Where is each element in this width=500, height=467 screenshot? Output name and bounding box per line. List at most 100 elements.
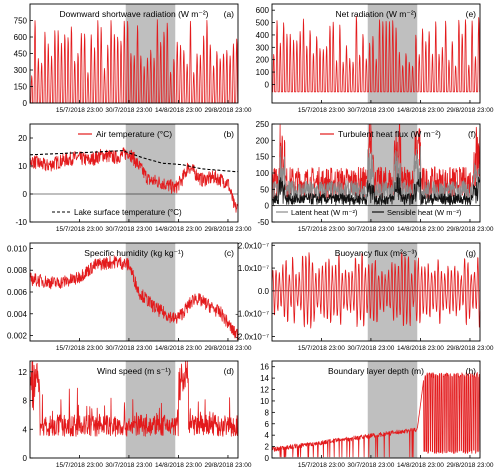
x-tick-label: 29/8/2018 23:00 <box>446 107 493 114</box>
x-tick-label: 29/8/2018 23:00 <box>446 345 493 352</box>
y-tick-label: 0 <box>265 202 270 211</box>
y-tick-label: 10 <box>18 162 27 171</box>
y-tick-label: 0.004 <box>7 310 28 319</box>
x-tick-label: 30/7/2018 23:00 <box>347 107 394 114</box>
y-tick-label: 150 <box>256 153 270 162</box>
y-tick-label: 8 <box>265 408 270 417</box>
y-tick-label: 250 <box>256 120 270 129</box>
chart-title: Net radiation (W m⁻²) <box>336 9 417 19</box>
x-tick-label: 15/7/2018 23:00 <box>56 345 103 352</box>
y-tick-label: 2 <box>265 443 270 452</box>
y-tick-label: -10 <box>15 218 27 227</box>
shaded-period <box>125 124 176 222</box>
plot-frame <box>271 3 481 104</box>
x-tick-label: 30/7/2018 23:00 <box>347 462 394 467</box>
x-tick-label: 30/7/2018 23:00 <box>105 345 152 352</box>
panel-label: (d) <box>224 366 235 376</box>
panel-label: (g) <box>466 248 477 258</box>
panel-label: (b) <box>224 129 235 139</box>
y-tick-label: 0 <box>265 80 270 89</box>
x-tick-label: 14/8/2018 23:00 <box>155 345 202 352</box>
x-tick-label: 29/8/2018 23:00 <box>204 345 251 352</box>
y-tick-label: 4 <box>265 431 270 440</box>
series-c-0 <box>29 255 239 340</box>
y-tick-label: 100 <box>256 169 270 178</box>
y-tick-label: 300 <box>14 66 28 75</box>
y-tick-label: 0 <box>265 454 270 463</box>
y-tick-label: 12 <box>18 368 27 377</box>
y-tick-label: 6 <box>265 420 270 429</box>
chart-title: Air temperature (°C) <box>96 129 172 139</box>
y-tick-label: 300 <box>256 43 270 52</box>
chart-title: Buoyancy flux (m²s⁻³) <box>335 248 418 258</box>
y-tick-label: 0.0 <box>258 287 270 296</box>
y-tick-label: -1.0x10⁻⁷ <box>235 310 269 319</box>
y-tick-label: 600 <box>256 6 270 15</box>
x-tick-label: 29/8/2018 23:00 <box>446 226 493 233</box>
series-b-1 <box>29 150 238 173</box>
series-a-0 <box>29 19 239 104</box>
x-tick-label: 14/8/2018 23:00 <box>397 226 444 233</box>
x-tick-label: 15/7/2018 23:00 <box>298 107 345 114</box>
shaded-period <box>125 243 176 341</box>
y-tick-label: 150 <box>14 83 28 92</box>
plot-frame <box>29 123 239 223</box>
y-tick-label: 8 <box>23 397 28 406</box>
y-tick-label: 400 <box>256 31 270 40</box>
series-f-2 <box>271 171 481 206</box>
x-tick-label: 15/7/2018 23:00 <box>56 226 103 233</box>
x-tick-label: 14/8/2018 23:00 <box>397 107 444 114</box>
y-tick-label: 600 <box>14 33 28 42</box>
x-tick-label: 29/8/2018 23:00 <box>204 107 251 114</box>
panel-label: (a) <box>224 9 235 19</box>
y-tick-label: 20 <box>18 134 27 143</box>
series-h-0 <box>271 372 481 458</box>
y-tick-label: 50 <box>260 185 269 194</box>
panel-f: -50 0 50 100 150 200 250 15/7/2018 23:00 30/7/20… <box>256 120 494 233</box>
panel-label: (h) <box>466 366 477 376</box>
y-tick-label: 0.006 <box>7 288 28 297</box>
series-e-0 <box>271 15 481 93</box>
x-tick-label: 30/7/2018 23:00 <box>105 462 152 467</box>
y-tick-label: 0 <box>23 99 28 108</box>
y-tick-label: 10 <box>260 397 269 406</box>
y-tick-label: 0.002 <box>7 332 28 341</box>
chart-title: Boundary layer depth (m) <box>328 366 424 376</box>
x-tick-label: 15/7/2018 23:00 <box>298 462 345 467</box>
x-tick-label: 15/7/2018 23:00 <box>298 345 345 352</box>
panel-b: -10 0 10 20 15/7/2018 23:00 30/7/2018 23:00 14… <box>15 123 252 233</box>
legend-label-lake-temperature: Lake surface temperature (°C) <box>74 208 182 217</box>
chart-title: Downward shortwave radiation (W m⁻²) <box>59 9 208 19</box>
x-tick-label: 29/8/2018 23:00 <box>204 226 251 233</box>
x-tick-label: 15/7/2018 23:00 <box>298 226 345 233</box>
x-tick-label: 14/8/2018 23:00 <box>155 462 202 467</box>
chart-title: Specific humidity (kg kg⁻¹) <box>84 248 184 258</box>
panel-h: 0 2 4 6 8 10 12 14 16 15/7/2018 23:00 30/7/2018 23… <box>260 360 494 467</box>
panel-a: 0 150 300 450 600 750 15/7/2018 23:00 30/7/2018… <box>14 3 252 114</box>
panel-d: 0 4 8 12 15/7/2018 23:00 30/7/2018 23:00 14/8/… <box>18 360 252 467</box>
panel-g: -2.0x10⁻⁷ -1.0x10⁻⁷ 0.0 1.0x10⁻⁷ 2.0x10⁻⁷ 15/… <box>235 241 494 352</box>
x-tick-label: 30/7/2018 23:00 <box>105 226 152 233</box>
x-tick-label: 30/7/2018 23:00 <box>347 226 394 233</box>
series-g-0 <box>271 252 481 329</box>
y-tick-label: 200 <box>256 56 270 65</box>
y-tick-label: 16 <box>260 363 269 372</box>
y-tick-label: 2.0x10⁻⁷ <box>238 241 269 250</box>
y-tick-label: 100 <box>256 68 270 77</box>
y-tick-label: 12 <box>260 386 269 395</box>
legend-label-sensible-heat: Sensible heat (W m⁻²) <box>387 208 462 217</box>
plot-frame <box>271 242 481 342</box>
y-tick-label: -2.0x10⁻⁷ <box>235 332 269 341</box>
plot-frame <box>271 360 481 459</box>
panel-label: (e) <box>466 9 477 19</box>
panel-label: (c) <box>224 248 234 258</box>
series-b-0 <box>29 147 239 213</box>
y-tick-label: 500 <box>256 19 270 28</box>
panel-c: 0.002 0.004 0.006 0.008 0.010 15/7/2018 23:00… <box>7 242 252 352</box>
panel-e: 0 100 200 300 400 500 600 15/7/2018 23:00 30/7/2… <box>256 3 494 114</box>
y-tick-label: 0 <box>23 190 28 199</box>
x-tick-label: 14/8/2018 23:00 <box>155 226 202 233</box>
x-tick-label: 14/8/2018 23:00 <box>397 345 444 352</box>
shaded-period <box>125 361 176 458</box>
